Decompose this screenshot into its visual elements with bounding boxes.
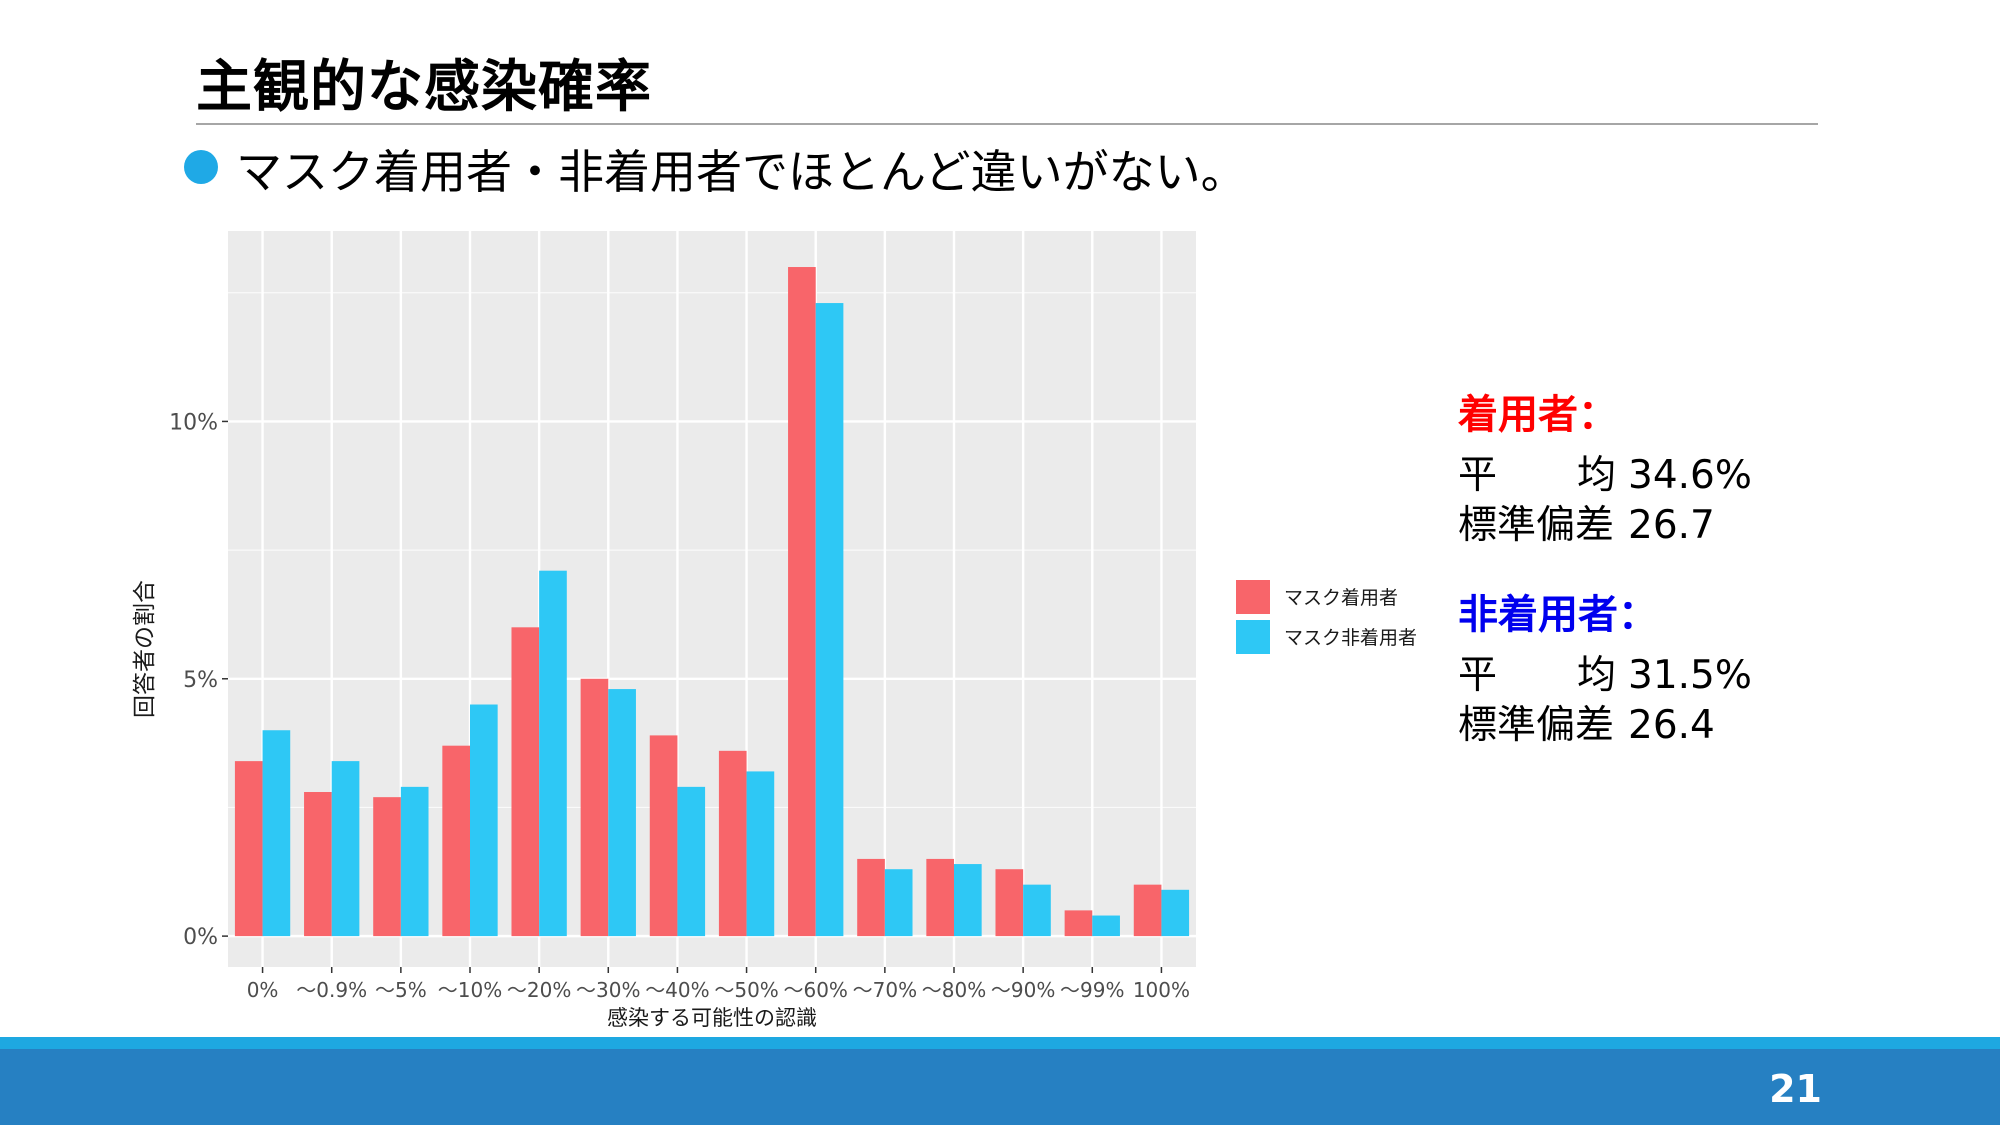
x-tick-label: ～10% <box>438 978 502 1002</box>
bar-wearer-9 <box>857 858 885 937</box>
bar-wearer-11 <box>995 869 1024 937</box>
non-wearer-stats: 非着用者： 平 均 31.5% 標準偏差 26.4 <box>1458 582 1752 748</box>
y-tick-label: 5% <box>183 668 218 693</box>
x-tick-label: 0% <box>247 978 279 1002</box>
bar-non-wearer-8 <box>815 303 844 937</box>
bar-wearer-1 <box>304 792 332 937</box>
bar-wearer-5 <box>580 678 609 937</box>
wearer-stats: 着用者： 平 均 34.6% 標準偏差 26.7 <box>1458 382 1752 548</box>
bullet-text: マスク着用者・非着用者でほとんど違いがない。 <box>236 145 1247 199</box>
bar-non-wearer-7 <box>746 771 775 937</box>
mean-label: 平 均 <box>1458 444 1628 500</box>
slide-title: 主観的な感染確率 <box>196 55 652 120</box>
x-tick-label: ～90% <box>991 978 1055 1002</box>
x-tick-label: ～70% <box>853 978 917 1002</box>
wearer-mean-row: 平 均 34.6% <box>1458 444 1752 498</box>
bar-wearer-12 <box>1064 910 1093 937</box>
legend-label-0: マスク着用者 <box>1284 587 1398 609</box>
y-axis-label: 回答者の割合 <box>132 580 158 718</box>
legend-swatch-1 <box>1236 620 1270 654</box>
x-tick-label: ～50% <box>714 978 778 1002</box>
bar-wearer-6 <box>649 735 678 937</box>
y-tick-label: 10% <box>169 410 218 435</box>
x-tick-label: ～99% <box>1060 978 1124 1002</box>
x-tick-label: ～40% <box>645 978 709 1002</box>
sd-label: 標準偏差 <box>1458 503 1615 548</box>
non-wearer-stats-heading: 非着用者： <box>1458 592 1658 638</box>
bars <box>234 267 1190 937</box>
non-wearer-sd-row: 標準偏差 26.4 <box>1458 694 1752 748</box>
bar-non-wearer-10 <box>954 864 982 937</box>
bar-non-wearer-2 <box>400 786 429 937</box>
legend-label-1: マスク非着用者 <box>1284 627 1417 649</box>
bar-non-wearer-12 <box>1092 915 1120 937</box>
x-axis: 0% ～0.9% ～5% ～10% ～20% ～30% ～40% ～50% ～60% ～70% ～8… <box>247 967 1190 1002</box>
mean-label-char-2: 均 <box>1576 653 1616 698</box>
bar-non-wearer-5 <box>608 689 636 937</box>
x-axis-label: 感染する可能性の認識 <box>607 1006 817 1030</box>
mean-label: 平 均 <box>1458 644 1628 700</box>
wearer-mean-value: 34.6% <box>1628 453 1752 498</box>
legend-swatch-0 <box>1236 580 1270 614</box>
bar-non-wearer-3 <box>470 704 498 937</box>
footer-accent-stripe <box>0 1037 2000 1049</box>
bar-wearer-13 <box>1133 884 1162 937</box>
wearer-sd-value: 26.7 <box>1628 503 1715 548</box>
bar-wearer-10 <box>926 858 954 937</box>
non-wearer-sd-value: 26.4 <box>1628 703 1715 748</box>
x-tick-label: ～30% <box>576 978 640 1002</box>
page-number: 21 <box>1769 1067 1822 1111</box>
y-axis: 0% 5% 10% <box>169 410 228 950</box>
x-tick-label: ～0.9% <box>296 978 367 1002</box>
x-tick-label: ～5% <box>375 978 427 1002</box>
bar-non-wearer-11 <box>1023 884 1051 937</box>
mean-label-char-2: 均 <box>1576 453 1616 498</box>
bar-non-wearer-13 <box>1161 889 1190 937</box>
title-divider <box>196 123 1818 125</box>
wearer-stats-heading: 着用者： <box>1458 392 1618 438</box>
bar-wearer-2 <box>373 797 401 937</box>
mean-label-char-1: 平 <box>1458 653 1498 698</box>
non-wearer-mean-value: 31.5% <box>1628 653 1752 698</box>
mean-label-char-1: 平 <box>1458 453 1498 498</box>
bullet-icon <box>184 150 218 184</box>
x-tick-label: ～20% <box>507 978 571 1002</box>
x-tick-label: ～80% <box>922 978 986 1002</box>
bar-non-wearer-0 <box>262 730 291 937</box>
sd-label: 標準偏差 <box>1458 703 1615 748</box>
bar-non-wearer-6 <box>677 786 706 937</box>
bar-wearer-3 <box>442 745 470 937</box>
wearer-sd-row: 標準偏差 26.7 <box>1458 494 1752 548</box>
x-tick-label: 100% <box>1133 978 1190 1002</box>
bar-wearer-7 <box>718 750 747 937</box>
bar-wearer-4 <box>511 627 540 937</box>
bar-wearer-0 <box>234 761 263 937</box>
bar-non-wearer-1 <box>331 761 360 937</box>
footer-bar <box>0 1049 2000 1125</box>
non-wearer-mean-row: 平 均 31.5% <box>1458 644 1752 698</box>
bar-chart: 0% 5% 10% 0% ～0.9% ～5% ～10% ～20% ～30% ～40% ～50% ～6… <box>132 231 1417 1030</box>
bar-non-wearer-9 <box>884 869 913 937</box>
y-tick-label: 0% <box>183 925 218 950</box>
bar-wearer-8 <box>788 267 816 937</box>
x-tick-label: ～60% <box>783 978 847 1002</box>
bar-non-wearer-4 <box>539 570 567 937</box>
